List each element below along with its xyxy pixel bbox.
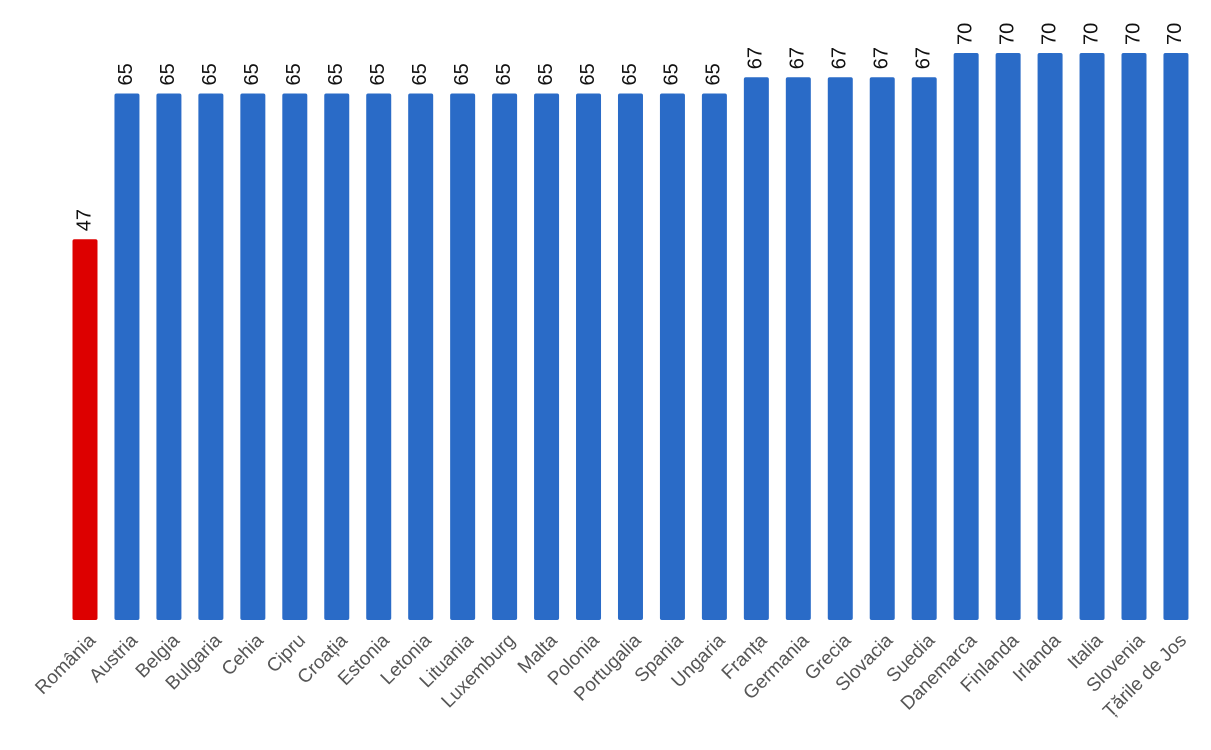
x-tick-label: Cehia — [218, 630, 268, 680]
bar — [701, 93, 727, 620]
bar — [827, 77, 853, 621]
bar — [743, 77, 769, 621]
bar — [408, 93, 434, 620]
value-label: 65 — [283, 63, 305, 85]
bar — [198, 93, 224, 620]
value-label: 70 — [1122, 23, 1144, 45]
value-label: 70 — [996, 23, 1018, 45]
bar — [492, 93, 518, 620]
value-label: 70 — [1164, 23, 1186, 45]
value-label: 67 — [912, 47, 934, 69]
bar — [1163, 53, 1189, 620]
bar — [911, 77, 937, 621]
bar — [1121, 53, 1147, 620]
value-label: 65 — [661, 63, 683, 85]
value-label: 70 — [954, 23, 976, 45]
value-label: 70 — [1038, 23, 1060, 45]
value-label: 70 — [1080, 23, 1102, 45]
bar — [576, 93, 602, 620]
value-label: 65 — [157, 63, 179, 85]
value-label: 65 — [325, 63, 347, 85]
bar — [534, 93, 560, 620]
x-tick-label: Austria — [85, 630, 142, 687]
bar — [785, 77, 811, 621]
value-label: 67 — [787, 47, 809, 69]
value-label: 67 — [745, 47, 767, 69]
value-label: 65 — [199, 63, 221, 85]
bar — [324, 93, 350, 620]
value-label: 65 — [367, 63, 389, 85]
value-label: 65 — [619, 63, 641, 85]
bar — [72, 239, 98, 621]
bar — [156, 93, 182, 620]
value-label: 65 — [451, 63, 473, 85]
bar — [953, 53, 979, 620]
value-label: 65 — [115, 63, 137, 85]
value-label: 65 — [241, 63, 263, 85]
bar — [366, 93, 392, 620]
value-label: 67 — [829, 47, 851, 69]
x-tick-label: Irlanda — [1009, 630, 1065, 686]
bar — [869, 77, 895, 621]
bar — [1037, 53, 1063, 620]
value-label: 47 — [73, 209, 95, 231]
value-label: 67 — [871, 47, 893, 69]
bar — [617, 93, 643, 620]
bar — [659, 93, 685, 620]
bar — [240, 93, 266, 620]
value-label: 65 — [493, 63, 515, 85]
bar — [995, 53, 1021, 620]
bar — [282, 93, 308, 620]
bar — [1079, 53, 1105, 620]
value-label: 65 — [535, 63, 557, 85]
bar — [114, 93, 140, 620]
value-label: 65 — [703, 63, 725, 85]
value-label: 65 — [577, 63, 599, 85]
x-tick-label: România — [31, 630, 100, 699]
value-label: 65 — [409, 63, 431, 85]
bar — [450, 93, 476, 620]
